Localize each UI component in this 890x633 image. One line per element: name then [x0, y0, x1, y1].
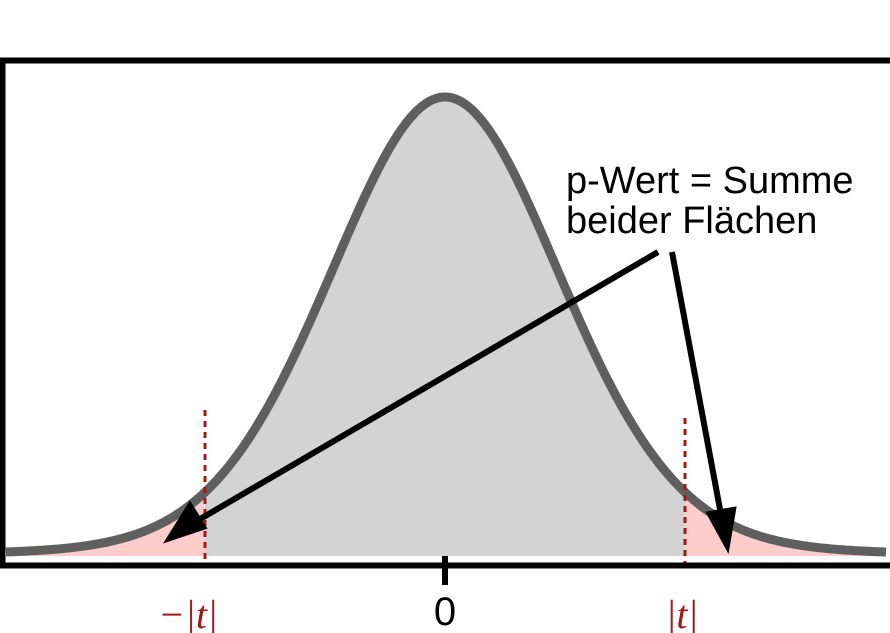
zero-label: 0: [434, 590, 456, 633]
arrow-right-head: [705, 506, 737, 554]
annotation-line-2: beider Flächen: [566, 200, 817, 242]
arrow-left-head: [163, 500, 208, 544]
arrow-left-shaft: [193, 249, 660, 525]
density-curve: [3, 92, 889, 557]
annotation-line-1: p-Wert = Summe: [566, 160, 854, 202]
annotation-arrows: [163, 249, 737, 554]
pos-t-label: |t|: [665, 592, 698, 633]
arrow-right-shaft: [669, 251, 725, 521]
neg-t-label: −|t|: [158, 592, 218, 633]
center-area: [205, 97, 685, 556]
right-tail-area: [685, 492, 886, 556]
left-tail-area: [6, 493, 205, 556]
